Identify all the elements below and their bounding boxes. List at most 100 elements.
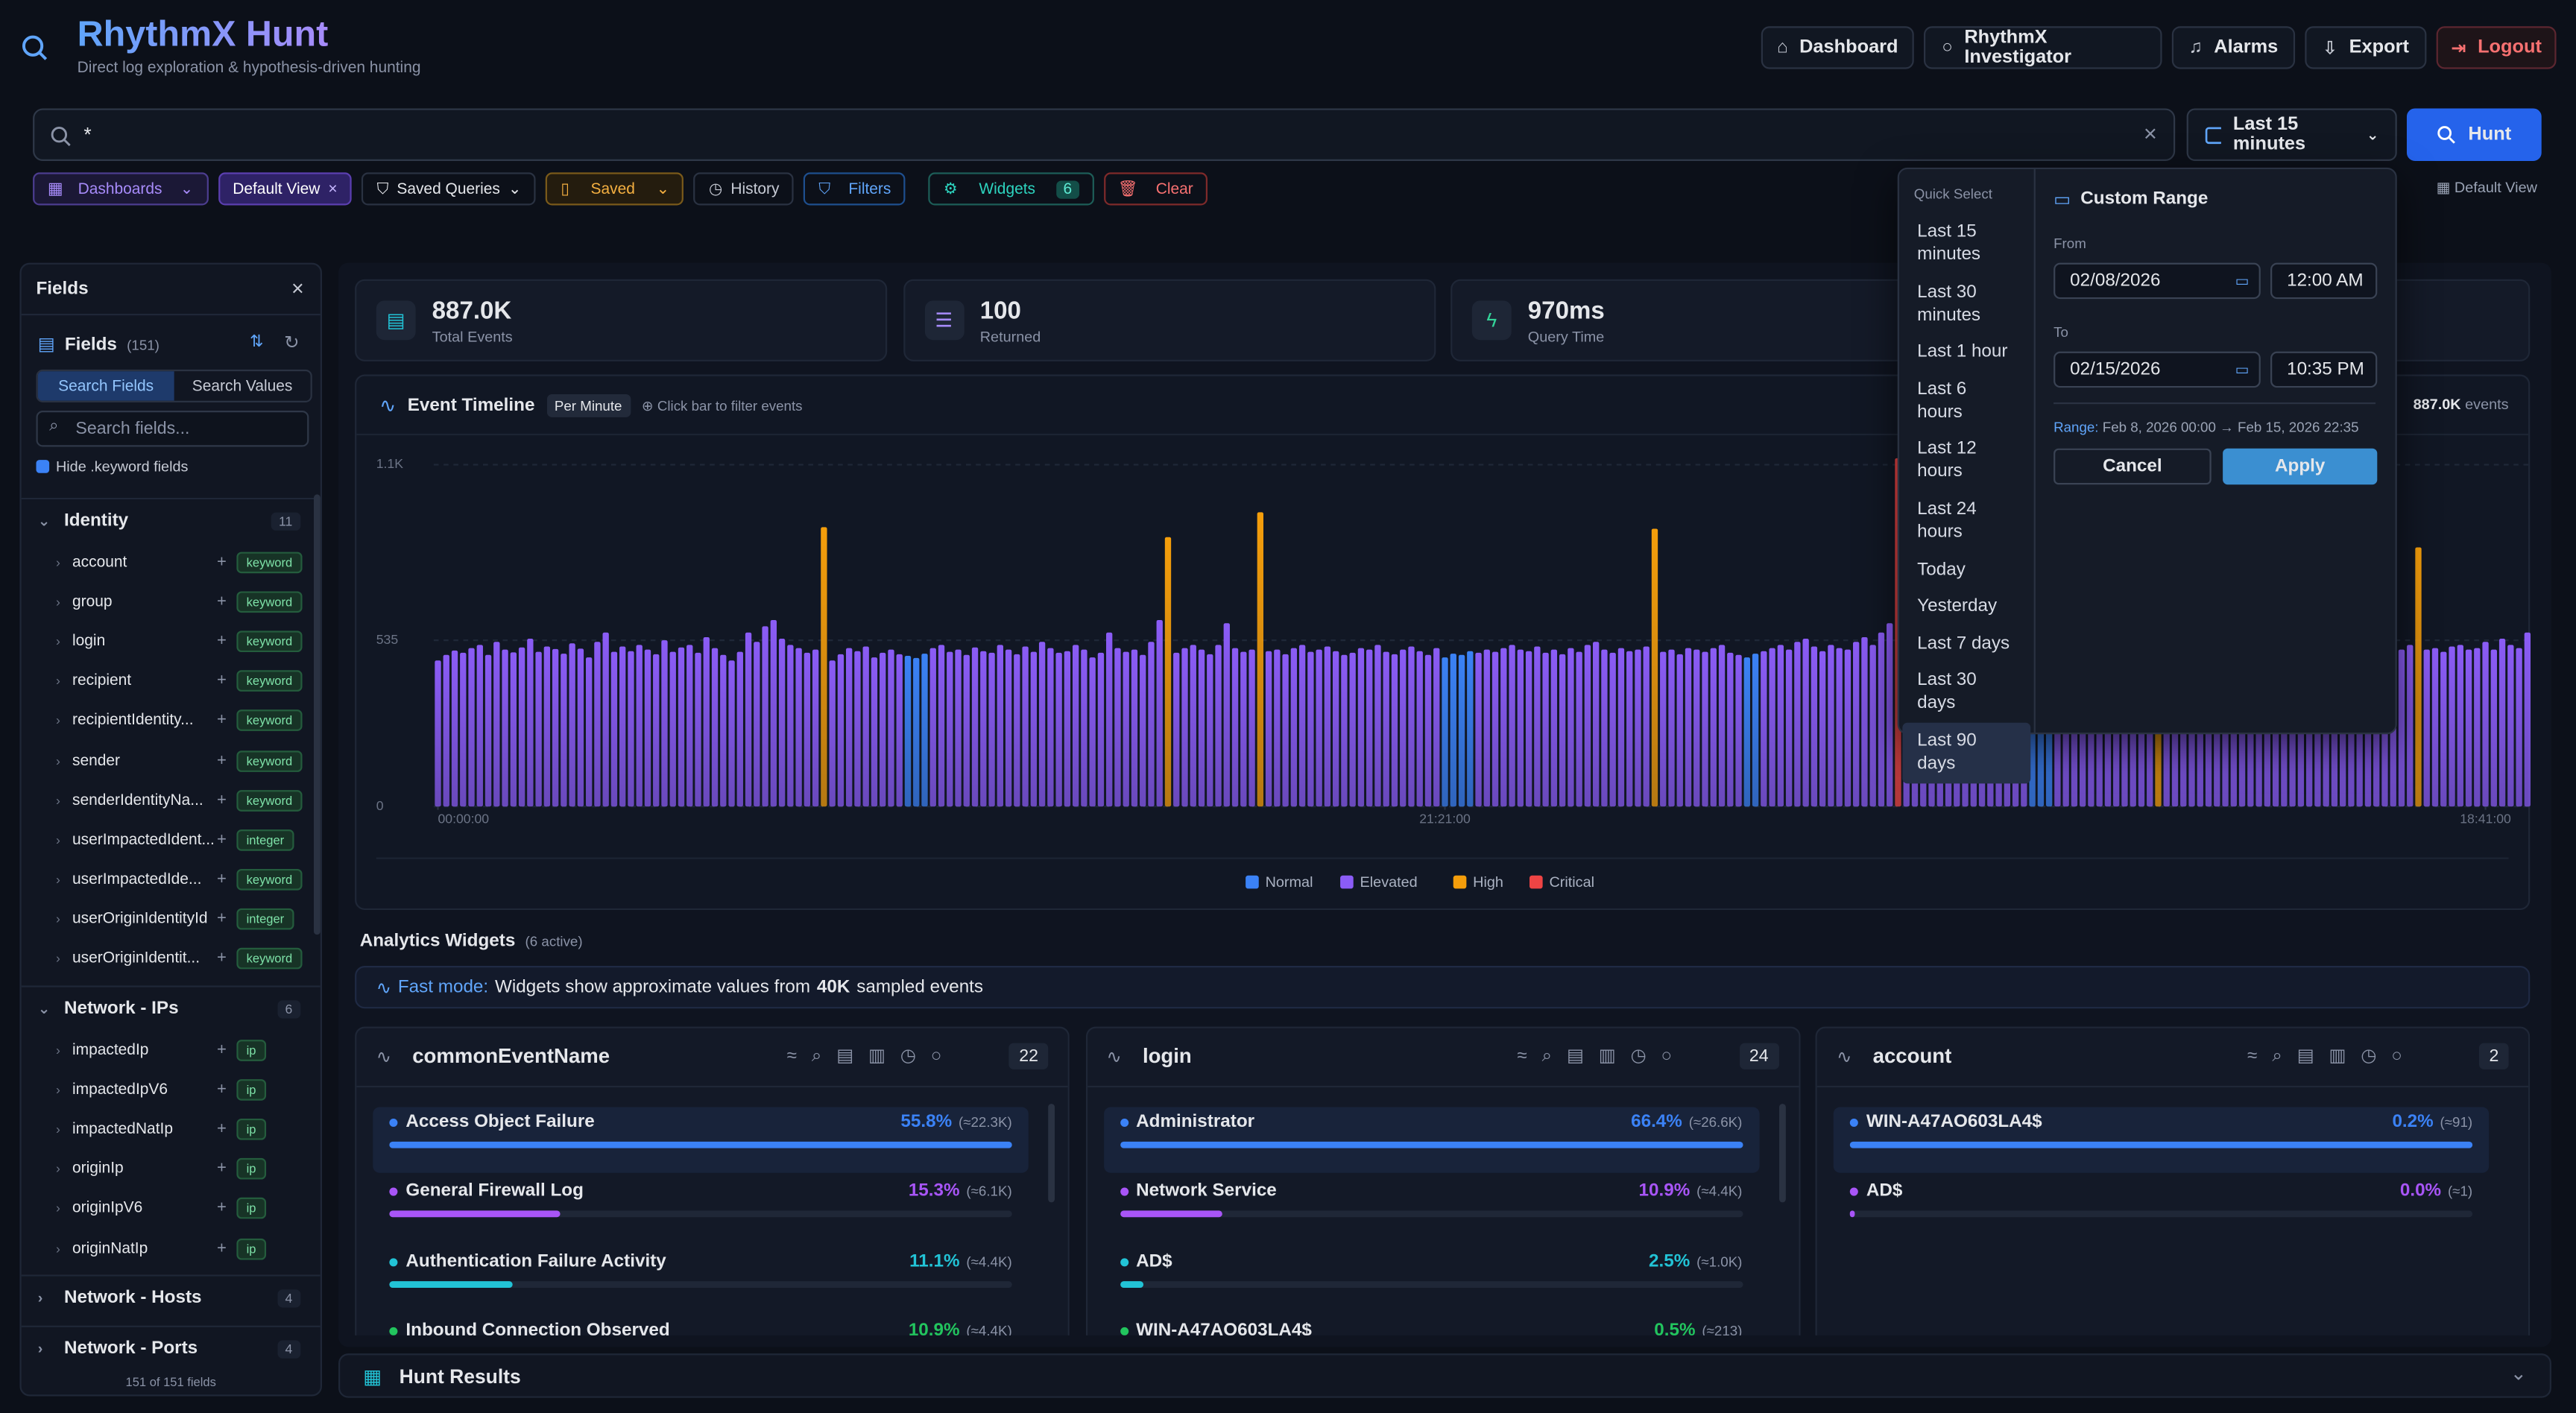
bar[interactable] (2431, 648, 2439, 807)
bar[interactable] (1215, 645, 1222, 807)
bar[interactable] (1651, 528, 1658, 807)
bar[interactable] (552, 648, 559, 807)
bar[interactable] (543, 646, 551, 807)
bar[interactable] (2415, 547, 2422, 807)
widget-row[interactable]: Network Service 10.9% (≈4.4K) (1103, 1177, 1758, 1242)
bar[interactable] (518, 647, 525, 807)
bar[interactable] (1298, 645, 1306, 807)
view-chip[interactable]: Default View × (218, 172, 353, 206)
bar[interactable] (913, 657, 920, 807)
bar[interactable] (896, 654, 903, 807)
field-row[interactable]: › impactedIp + ip (22, 1030, 321, 1069)
bar[interactable] (1643, 646, 1650, 807)
field-row[interactable]: › senderIdentityNa... + keyword (22, 780, 321, 820)
bar[interactable] (1811, 646, 1818, 807)
bar[interactable] (862, 646, 869, 807)
bar[interactable] (971, 647, 979, 807)
bar[interactable] (1568, 648, 1574, 807)
tab[interactable]: Search Fields (37, 371, 174, 401)
bar[interactable] (594, 642, 601, 807)
bar[interactable] (1525, 651, 1532, 807)
bar[interactable] (1483, 649, 1490, 807)
bar[interactable] (1400, 649, 1407, 807)
bar[interactable] (653, 654, 660, 807)
field-group-header[interactable]: ⌄ Identity 11 (21, 497, 321, 543)
nav-button[interactable]: ○ RhythmX Investigator (1923, 26, 2162, 69)
bar[interactable] (2465, 649, 2472, 807)
bar[interactable] (804, 652, 811, 807)
bar[interactable] (1693, 649, 1700, 807)
bar[interactable] (1081, 649, 1087, 807)
bar[interactable] (1055, 652, 1062, 807)
bar[interactable] (1517, 649, 1524, 807)
quick-option[interactable]: Last 12 hours (1917, 439, 1977, 482)
field-row[interactable]: › originIpV6 + ip (22, 1189, 321, 1228)
bar[interactable] (1265, 651, 1272, 807)
bar[interactable] (1761, 651, 1767, 807)
bar[interactable] (1274, 649, 1281, 807)
bar[interactable] (795, 648, 802, 807)
bar[interactable] (1509, 645, 1515, 807)
bar[interactable] (686, 645, 693, 807)
bar[interactable] (1332, 651, 1339, 807)
bar[interactable] (1853, 642, 1860, 807)
bar[interactable] (1097, 652, 1105, 807)
bar[interactable] (669, 651, 676, 807)
hunt-button[interactable]: Hunt (2406, 108, 2542, 161)
field-row[interactable]: › impactedIpV6 + ip (22, 1069, 321, 1109)
bar[interactable] (610, 651, 618, 807)
add-field[interactable]: + (216, 870, 227, 889)
bar[interactable] (2440, 651, 2447, 807)
clear-button[interactable]: 🗑︎ Clear (1103, 172, 1208, 206)
bar[interactable] (1173, 652, 1180, 807)
nav-button[interactable]: ⌂ Dashboard (1761, 26, 1914, 69)
bar[interactable] (1131, 649, 1138, 807)
nav-button[interactable]: ⇥ Logout (2436, 26, 2557, 69)
to-time[interactable]: 10:35 PM (2270, 351, 2378, 388)
cancel-button[interactable]: Cancel (2053, 448, 2212, 485)
bar[interactable] (711, 648, 719, 807)
bar[interactable] (720, 654, 727, 807)
bar[interactable] (846, 648, 853, 807)
bar[interactable] (1785, 649, 1793, 807)
bar[interactable] (2482, 642, 2489, 807)
bar[interactable] (929, 648, 936, 807)
bar[interactable] (1550, 649, 1558, 807)
add-field[interactable]: + (216, 1239, 227, 1258)
quick-option[interactable]: Last 24 hours (1917, 499, 1977, 543)
bar[interactable] (1391, 654, 1398, 807)
bar[interactable] (1542, 652, 1549, 807)
bar[interactable] (569, 643, 575, 807)
bar[interactable] (1676, 654, 1683, 807)
field-search[interactable]: ⌕ Search fields... (36, 411, 309, 447)
close-sidebar[interactable]: × (291, 276, 304, 301)
bar[interactable] (678, 647, 685, 807)
bar[interactable] (703, 636, 710, 807)
hide-keyword[interactable]: Hide .keyword fields (36, 458, 188, 475)
bar[interactable] (1442, 657, 1448, 807)
field-row[interactable]: › login + keyword (22, 622, 321, 661)
quick-option[interactable]: Yesterday (1917, 596, 1998, 616)
bar[interactable] (1584, 645, 1591, 807)
bar[interactable] (1005, 649, 1012, 807)
bar[interactable] (2516, 648, 2522, 807)
bar[interactable] (1148, 642, 1155, 807)
bar[interactable] (1106, 632, 1113, 807)
bar[interactable] (1743, 657, 1750, 807)
bar[interactable] (1861, 636, 1868, 807)
bar[interactable] (1593, 642, 1600, 807)
bar[interactable] (2524, 632, 2531, 807)
bar[interactable] (527, 639, 534, 807)
add-field[interactable]: + (216, 949, 227, 969)
bar[interactable] (1114, 648, 1121, 807)
bar[interactable] (1559, 654, 1566, 807)
bar[interactable] (2398, 649, 2405, 807)
widgets-button[interactable]: ⚙ Widgets 6 (929, 172, 1093, 206)
add-field[interactable]: + (216, 1080, 227, 1099)
bar[interactable] (1710, 648, 1717, 807)
bar[interactable] (1408, 646, 1415, 807)
bar[interactable] (871, 657, 878, 807)
field-row[interactable]: › userOriginIdentityId + integer (22, 900, 321, 939)
add-field[interactable]: + (216, 1040, 227, 1059)
bar[interactable] (1609, 652, 1616, 807)
